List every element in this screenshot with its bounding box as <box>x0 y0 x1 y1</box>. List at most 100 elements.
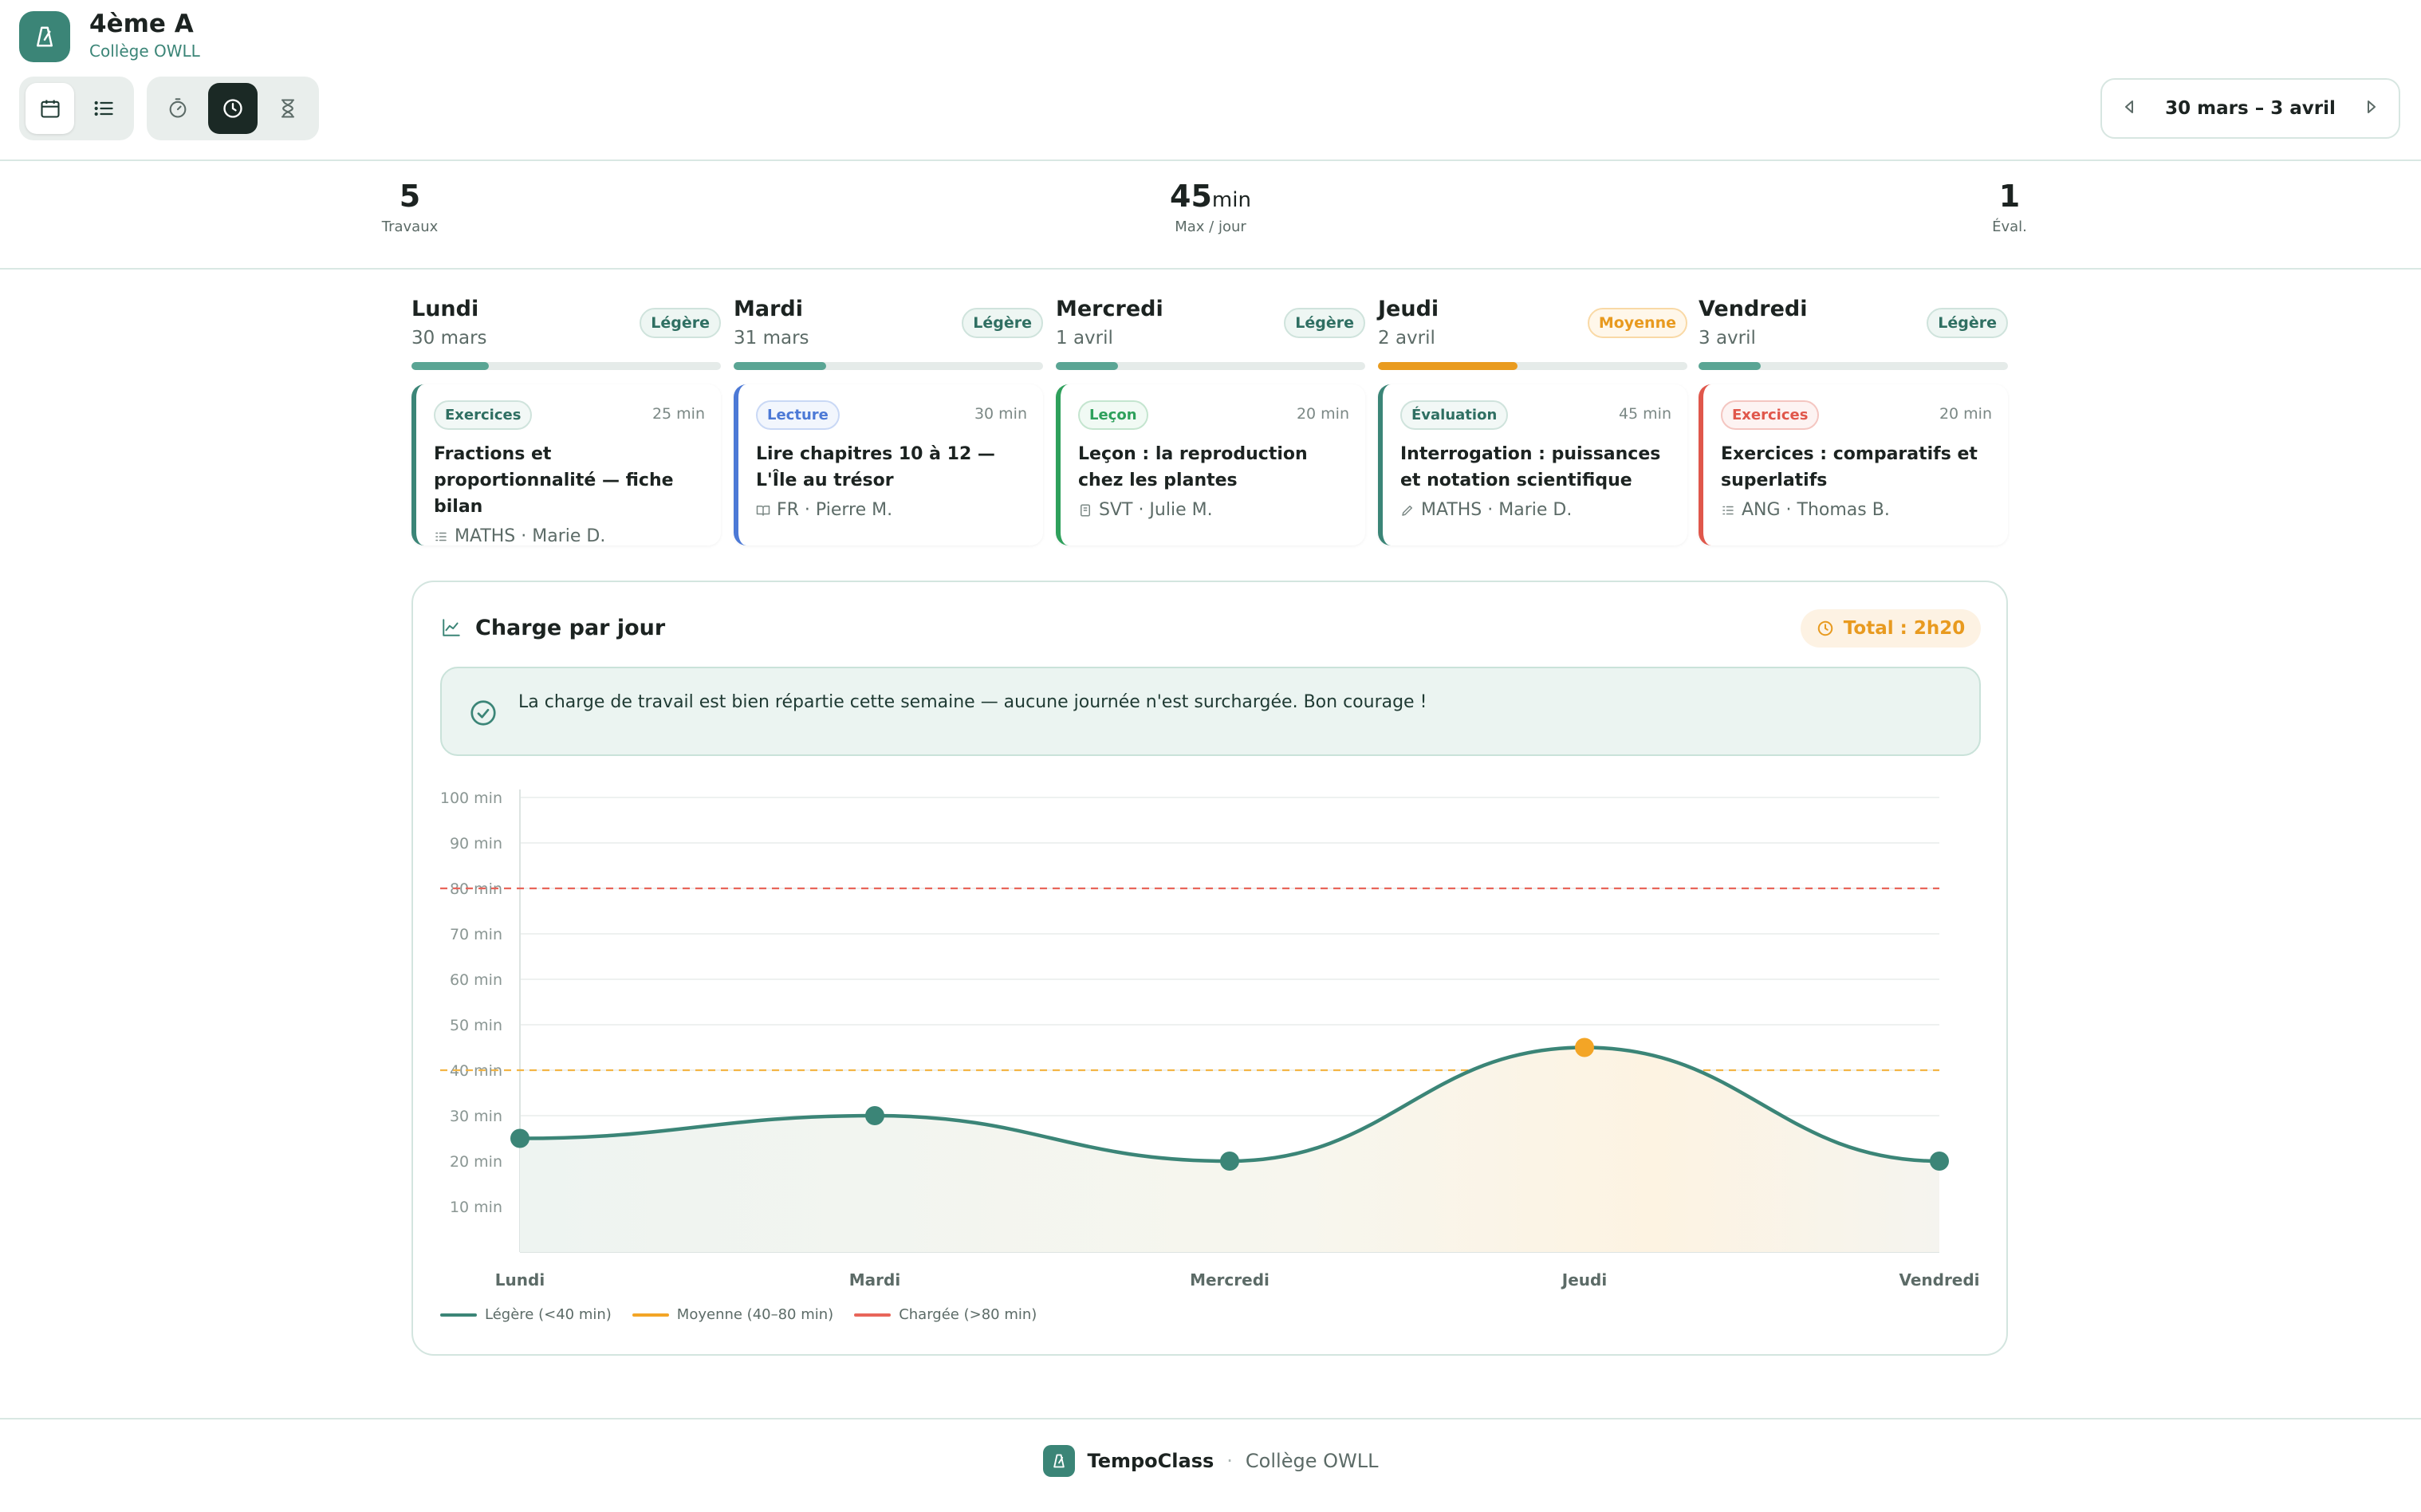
homework-type-tag: Évaluation <box>1400 400 1509 430</box>
book-open-icon <box>756 505 770 516</box>
stat-max-label: Max / jour <box>1175 218 1246 235</box>
homework-card[interactable]: Exercices 20 min Exercices : comparatifs… <box>1699 384 2008 545</box>
time-mode-toggle <box>147 77 319 140</box>
stats-divider <box>0 268 2421 270</box>
class-title: 4ème A <box>89 10 194 38</box>
y-tick-label: 40 min <box>450 1062 502 1080</box>
stat-evaluations: 1 Éval. <box>1962 179 2057 235</box>
homework-type-tag: Exercices <box>434 400 533 430</box>
chevron-right-icon <box>2368 100 2376 113</box>
next-week-button[interactable] <box>2364 97 2380 120</box>
day-date: 30 mars <box>411 328 487 348</box>
day-column-lundi: Lundi 30 mars Légère Exercices 25 min Fr… <box>411 297 721 546</box>
chevron-left-icon <box>2125 100 2133 113</box>
legend-label: Moyenne (40–80 min) <box>676 1306 834 1323</box>
data-point <box>510 1128 529 1148</box>
x-tick-label: Vendredi <box>1899 1270 1979 1290</box>
load-bar-fill <box>734 362 827 370</box>
clock-icon <box>223 99 242 118</box>
load-bar <box>1378 362 1687 370</box>
homework-title: Exercices : comparatifs et superlatifs <box>1721 444 1978 490</box>
pencil-icon <box>1402 505 1412 516</box>
load-bar <box>411 362 721 370</box>
stat-eval-label: Éval. <box>1992 218 2027 235</box>
stat-works-label: Travaux <box>381 218 439 235</box>
y-tick-label: 80 min <box>450 880 502 898</box>
y-tick-label: 10 min <box>450 1199 502 1216</box>
previous-week-button[interactable] <box>2121 97 2137 120</box>
homework-duration: 25 min <box>652 405 705 423</box>
footer-logo <box>1042 1445 1075 1477</box>
legend-swatch <box>440 1313 477 1317</box>
load-badge: Moyenne <box>1587 308 1687 338</box>
total-time-badge: Total : 2h20 <box>1801 609 1981 648</box>
homework-duration: 30 min <box>974 405 1027 423</box>
day-column-jeudi: Jeudi 2 avril Moyenne Évaluation 45 min … <box>1378 297 1687 545</box>
load-bar-fill <box>1056 362 1118 370</box>
day-date: 2 avril <box>1378 328 1435 348</box>
y-tick-label: 30 min <box>450 1108 502 1125</box>
load-badge: Légère <box>962 308 1043 338</box>
day-date: 3 avril <box>1699 328 1756 348</box>
hourglass-icon <box>281 99 294 118</box>
homework-type-tag: Leçon <box>1078 400 1148 430</box>
header-divider <box>0 159 2421 161</box>
day-date: 31 mars <box>734 328 809 348</box>
footer: TempoClass · Collège OWLL <box>0 1445 2421 1477</box>
y-tick-label: 50 min <box>450 1017 502 1034</box>
homework-subject-teacher: MATHS · Marie D. <box>1421 500 1573 520</box>
x-tick-label: Mardi <box>849 1270 900 1290</box>
x-tick-label: Mercredi <box>1190 1270 1270 1290</box>
workload-status-alert: La charge de travail est bien répartie c… <box>440 667 1981 756</box>
homework-card[interactable]: Exercices 25 min Fractions et proportion… <box>411 384 721 546</box>
homework-card[interactable]: Leçon 20 min Leçon : la reproduction che… <box>1056 384 1365 545</box>
chart-area-fill <box>520 1047 1939 1252</box>
day-date: 1 avril <box>1056 328 1113 348</box>
homework-card[interactable]: Lecture 30 min Lire chapitres 10 à 12 — … <box>734 384 1043 545</box>
list-view-button[interactable] <box>79 83 128 134</box>
homework-card[interactable]: Évaluation 45 min Interrogation : puissa… <box>1378 384 1687 545</box>
day-column-mardi: Mardi 31 mars Légère Lecture 30 min Lire… <box>734 297 1043 545</box>
load-badge: Légère <box>1284 308 1365 338</box>
exercise-list-icon <box>435 532 447 541</box>
day-name: Jeudi <box>1378 297 1439 321</box>
homework-subject-teacher: ANG · Thomas B. <box>1742 500 1890 520</box>
stat-max-unit: min <box>1211 188 1251 212</box>
legend-item: Légère (<40 min) <box>440 1306 612 1323</box>
daily-load-panel: Charge par jour Total : 2h20 La charge d… <box>411 581 2008 1356</box>
legend-label: Légère (<40 min) <box>485 1306 612 1323</box>
homework-type-tag: Lecture <box>756 400 840 430</box>
day-name: Mercredi <box>1056 297 1163 321</box>
hourglass-mode-button[interactable] <box>262 83 313 134</box>
check-circle-icon <box>470 700 496 726</box>
data-point <box>1930 1152 1949 1171</box>
homework-duration: 20 min <box>1296 405 1349 423</box>
y-tick-label: 70 min <box>450 926 502 943</box>
school-name: Collège OWLL <box>89 41 200 61</box>
week-navigator: 30 mars – 3 avril <box>2100 78 2400 139</box>
calendar-view-button[interactable] <box>26 83 74 134</box>
footer-divider <box>0 1418 2421 1419</box>
footer-school: Collège OWLL <box>1245 1450 1379 1472</box>
load-bar-fill <box>1378 362 1518 370</box>
homework-subject-teacher: MATHS · Marie D. <box>455 526 606 546</box>
metronome-icon <box>37 26 53 47</box>
legend-label: Chargée (>80 min) <box>899 1306 1037 1323</box>
day-column-vendredi: Vendredi 3 avril Légère Exercices 20 min… <box>1699 297 2008 545</box>
list-icon <box>94 100 113 116</box>
stat-max-per-day: 45min Max / jour <box>1131 179 1290 235</box>
trend-chart-icon <box>443 619 460 636</box>
stopwatch-mode-button[interactable] <box>153 83 203 134</box>
day-name: Vendredi <box>1699 297 1808 321</box>
load-bar <box>1699 362 2008 370</box>
stat-works: 5 Travaux <box>351 179 469 235</box>
data-point <box>1220 1152 1239 1171</box>
calendar-icon <box>40 100 60 118</box>
load-bar <box>1056 362 1365 370</box>
week-range-label[interactable]: 30 mars – 3 avril <box>2165 98 2336 119</box>
clock-mode-button[interactable] <box>207 83 258 134</box>
homework-title: Interrogation : puissances et notation s… <box>1400 444 1661 490</box>
y-tick-label: 90 min <box>450 835 502 852</box>
homework-title: Leçon : la reproduction chez les plantes <box>1078 444 1308 490</box>
daily-load-chart: 10 min 20 min 30 min 40 min 50 min 60 min 70 m… <box>440 789 1980 1290</box>
